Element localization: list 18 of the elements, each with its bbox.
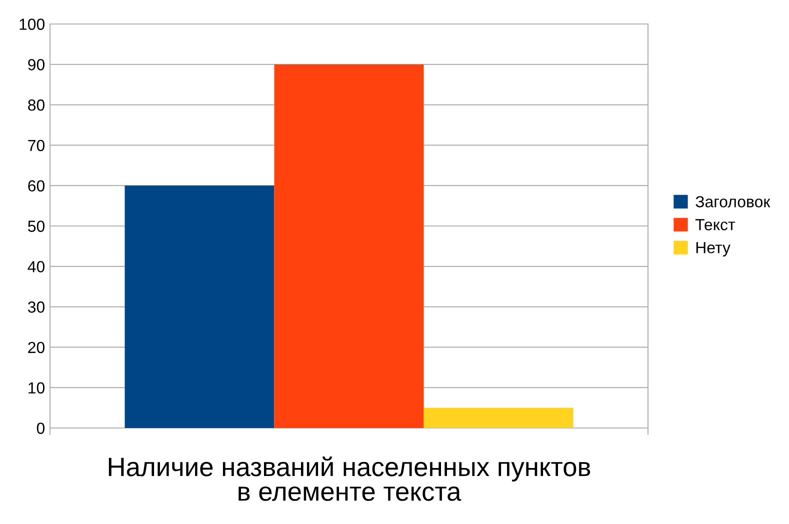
- y-tick-label: 70: [28, 140, 45, 152]
- y-tick-label: 80: [28, 99, 45, 111]
- y-tick-label: 10: [28, 382, 45, 394]
- bar: [424, 408, 574, 428]
- bar: [274, 64, 424, 428]
- y-tick-label: 0: [36, 422, 45, 434]
- legend-label: Нету: [696, 242, 730, 256]
- y-tick-label: 30: [28, 301, 45, 313]
- legend-label: Текст: [695, 219, 736, 230]
- x-axis-title: Наличие названий населенных пунктов в елементе текста: [108, 456, 590, 501]
- bar: [124, 186, 274, 428]
- y-tick-label: 40: [28, 261, 45, 272]
- legend-label: Заголовок: [696, 196, 770, 208]
- y-tick-label: 20: [28, 342, 45, 354]
- y-tick-label: 100: [20, 18, 45, 30]
- y-tick-label: 60: [28, 180, 45, 192]
- y-tick-label: 50: [28, 220, 45, 232]
- y-tick-label: 90: [28, 59, 45, 70]
